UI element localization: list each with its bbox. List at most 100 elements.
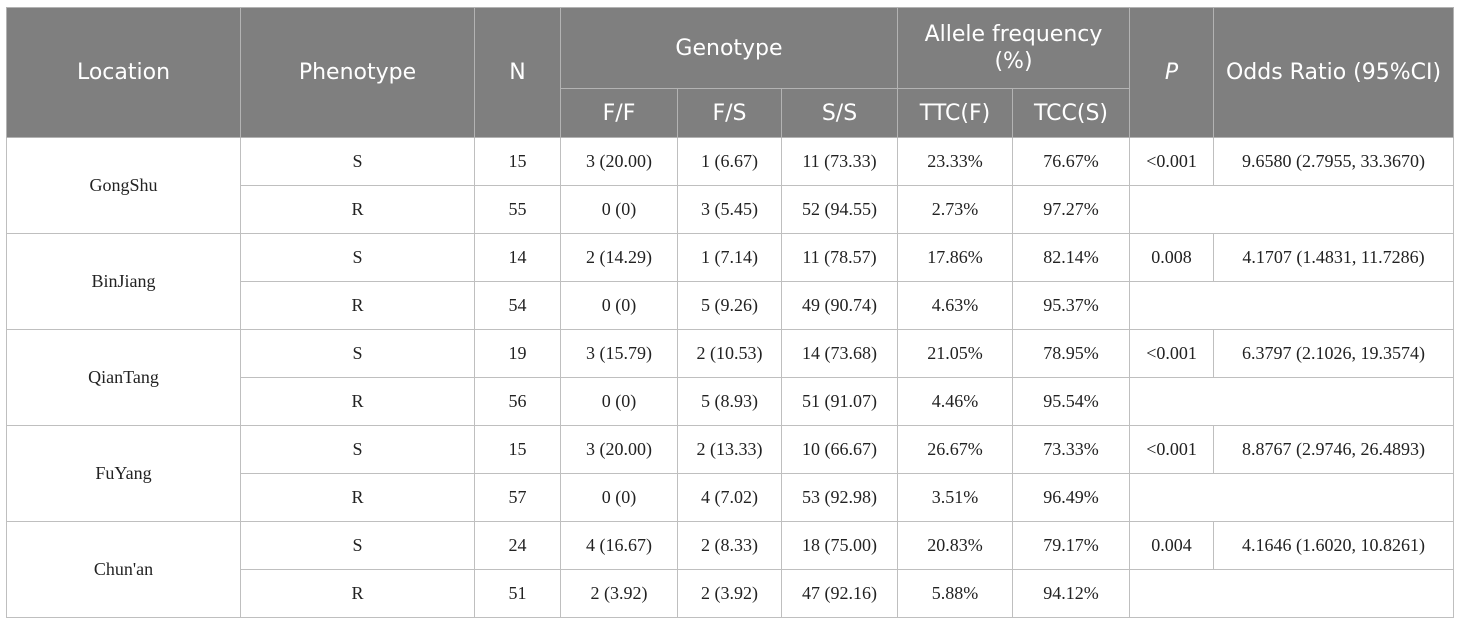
tcc-cell: 78.95% [1011,329,1131,378]
header-location: Location [6,7,241,138]
header-tcc: TCC(S) [1011,88,1131,138]
fs-cell: 2 (3.92) [677,569,782,618]
fs-cell: 5 (9.26) [677,281,782,330]
location-cell: GongShu [6,137,241,234]
ff-cell: 0 (0) [560,281,678,330]
tcc-cell: 82.14% [1011,233,1131,282]
header-odds-ratio: Odds Ratio (95%CI) [1213,7,1455,138]
ff-cell: 2 (14.29) [560,233,678,282]
header-p: P [1129,7,1215,138]
header-row-top: Location Phenotype N Genotype Allele fre… [6,7,1455,138]
tcc-cell: 96.49% [1011,473,1131,522]
tcc-cell: 73.33% [1011,425,1131,474]
phenotype-cell: S [240,425,475,474]
n-cell: 57 [474,473,561,522]
location-cell: FuYang [6,425,241,522]
table-row: FuYang S 15 3 (20.00) 2 (13.33) 10 (66.67) 26.… [6,425,1455,522]
p-cell: 0.008 [1129,233,1215,282]
ss-cell: 47 (92.16) [781,569,898,618]
p-cell: <0.001 [1129,425,1215,474]
header-n: N [474,7,561,138]
tcc-cell: 79.17% [1011,521,1131,570]
ff-cell: 2 (3.92) [560,569,678,618]
phenotype-cell: R [240,185,475,234]
table-row: R 57 0 (0) 4 (7.02) 53 (92.98) 3.51% 96.49% [7,473,1455,522]
header-phenotype: Phenotype [240,7,475,138]
ff-cell: 0 (0) [560,377,678,426]
table-row: GongShu S 15 3 (20.00) 1 (6.67) 11 (73.33) 23.… [6,137,1455,234]
fs-cell: 5 (8.93) [677,377,782,426]
table-row: R 56 0 (0) 5 (8.93) 51 (91.07) 4.46% 95.54% [7,377,1455,426]
header-allele-frequency: Allele frequency (%) [896,7,1131,89]
fs-cell: 1 (6.67) [677,137,782,186]
fs-cell: 2 (8.33) [677,521,782,570]
genotype-table: Location Phenotype N Genotype Allele fre… [6,7,1455,618]
tcc-cell: 95.54% [1011,377,1131,426]
ttc-cell: 21.05% [897,329,1013,378]
ttc-cell: 17.86% [897,233,1013,282]
fs-cell: 1 (7.14) [677,233,782,282]
table-row: Chun'an S 24 4 (16.67) 2 (8.33) 18 (75.00) 20.… [6,521,1455,618]
phenotype-cell: S [240,521,475,570]
table-row: R 54 0 (0) 5 (9.26) 49 (90.74) 4.63% 95.37% [7,281,1455,330]
fs-cell: 2 (13.33) [677,425,782,474]
ttc-cell: 4.46% [897,377,1013,426]
ttc-cell: 20.83% [897,521,1013,570]
ss-cell: 52 (94.55) [781,185,898,234]
p-cell: 0.004 [1129,521,1215,570]
empty-cell [1129,377,1455,426]
ss-cell: 14 (73.68) [781,329,898,378]
fs-cell: 4 (7.02) [677,473,782,522]
n-cell: 51 [474,569,561,618]
n-cell: 19 [474,329,561,378]
location-cell: Chun'an [6,521,241,618]
table-row: BinJiang S 14 2 (14.29) 1 (7.14) 11 (78.57) 17… [6,233,1455,330]
odds-ratio-cell: 9.6580 (2.7955, 33.3670) [1213,137,1455,186]
phenotype-cell: R [240,377,475,426]
ttc-cell: 4.63% [897,281,1013,330]
empty-cell [1129,569,1455,618]
ff-cell: 0 (0) [560,473,678,522]
odds-ratio-cell: 4.1646 (1.6020, 10.8261) [1213,521,1455,570]
ss-cell: 49 (90.74) [781,281,898,330]
ttc-cell: 3.51% [897,473,1013,522]
header-row-bottom: F/F F/S S/S TTC(F) TCC(S) [7,88,1454,138]
odds-ratio-cell: 8.8767 (2.9746, 26.4893) [1213,425,1455,474]
header-genotype: Genotype [560,7,898,89]
location-cell: QianTang [6,329,241,426]
ff-cell: 3 (15.79) [560,329,678,378]
ss-cell: 11 (73.33) [781,137,898,186]
n-cell: 15 [474,425,561,474]
ttc-cell: 26.67% [897,425,1013,474]
tcc-cell: 95.37% [1011,281,1131,330]
fs-cell: 2 (10.53) [677,329,782,378]
n-cell: 15 [474,137,561,186]
odds-ratio-cell: 6.3797 (2.1026, 19.3574) [1213,329,1455,378]
ss-cell: 10 (66.67) [781,425,898,474]
fs-cell: 3 (5.45) [677,185,782,234]
table-row: QianTang S 19 3 (15.79) 2 (10.53) 14 (73.68) 2… [6,329,1455,426]
ss-cell: 53 (92.98) [781,473,898,522]
table-body: GongShu S 15 3 (20.00) 1 (6.67) 11 (73.33) 23.… [6,137,1455,618]
p-cell: <0.001 [1129,137,1215,186]
header-ttc: TTC(F) [897,88,1013,138]
phenotype-cell: S [240,329,475,378]
ff-cell: 3 (20.00) [560,137,678,186]
empty-cell [1129,185,1455,234]
ttc-cell: 23.33% [897,137,1013,186]
empty-cell [1129,281,1455,330]
n-cell: 54 [474,281,561,330]
ff-cell: 4 (16.67) [560,521,678,570]
phenotype-cell: R [240,473,475,522]
ttc-cell: 2.73% [897,185,1013,234]
location-cell: BinJiang [6,233,241,330]
table-row: R 51 2 (3.92) 2 (3.92) 47 (92.16) 5.88% 94.12% [7,569,1455,618]
phenotype-cell: S [240,137,475,186]
odds-ratio-cell: 4.1707 (1.4831, 11.7286) [1213,233,1455,282]
ss-cell: 11 (78.57) [781,233,898,282]
ff-cell: 0 (0) [560,185,678,234]
ff-cell: 3 (20.00) [560,425,678,474]
phenotype-cell: R [240,281,475,330]
n-cell: 24 [474,521,561,570]
tcc-cell: 76.67% [1011,137,1131,186]
